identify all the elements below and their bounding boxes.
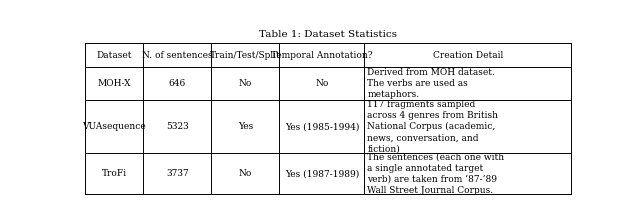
Text: 646: 646 <box>169 79 186 88</box>
Text: N. of sentences: N. of sentences <box>142 51 212 60</box>
Text: VUAsequence: VUAsequence <box>83 122 146 131</box>
Text: Dataset: Dataset <box>97 51 132 60</box>
Text: 3737: 3737 <box>166 169 189 178</box>
Text: Train/Test/Split: Train/Test/Split <box>210 51 281 60</box>
Text: No: No <box>239 169 252 178</box>
Text: The sentences (each one with
a single annotated target
verb) are taken from ‘87-: The sentences (each one with a single an… <box>367 153 504 195</box>
Text: MOH-X: MOH-X <box>97 79 131 88</box>
Text: TroFi: TroFi <box>102 169 127 178</box>
Text: Table 1: Dataset Statistics: Table 1: Dataset Statistics <box>259 30 397 39</box>
Text: Temporal Annotation?: Temporal Annotation? <box>271 51 372 60</box>
Text: Yes (1985-1994): Yes (1985-1994) <box>285 122 359 131</box>
Text: Yes: Yes <box>237 122 253 131</box>
Text: Yes (1987-1989): Yes (1987-1989) <box>285 169 359 178</box>
Text: Creation Detail: Creation Detail <box>433 51 503 60</box>
Text: Derived from MOH dataset.
The verbs are used as
metaphors.: Derived from MOH dataset. The verbs are … <box>367 68 495 99</box>
Text: No: No <box>316 79 328 88</box>
Text: No: No <box>239 79 252 88</box>
Text: 5323: 5323 <box>166 122 189 131</box>
Text: 117 fragments sampled
across 4 genres from British
National Corpus (academic,
ne: 117 fragments sampled across 4 genres fr… <box>367 100 499 153</box>
